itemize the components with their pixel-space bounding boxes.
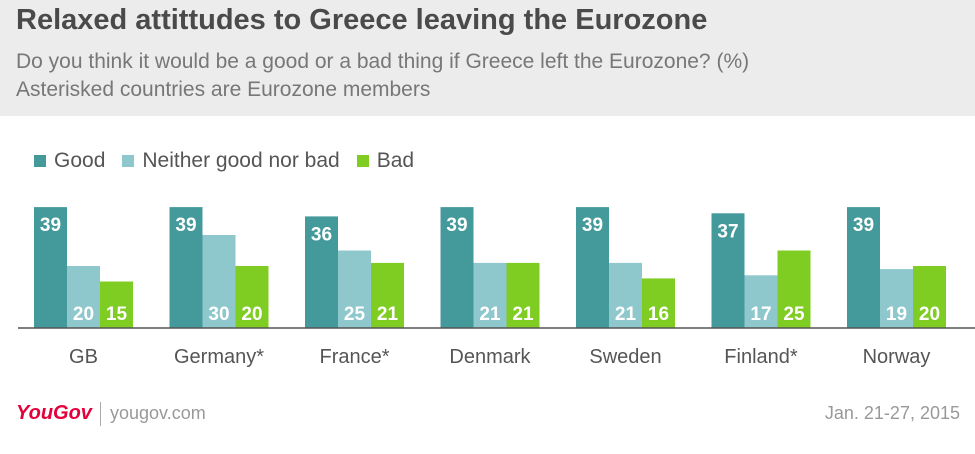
footer-divider [100, 402, 101, 426]
bar-germany-neither-good-nor-bad [202, 235, 236, 328]
bar-gb-neither-good-nor-bad [67, 266, 100, 328]
data-label-gb-bad: 15 [106, 304, 128, 325]
chart-subtitle: Do you think it would be a good or a bad… [16, 48, 749, 104]
legend-item-good: Good [34, 149, 105, 173]
data-label-denmark-bad: 21 [512, 304, 534, 325]
bar-sweden-bad [642, 278, 675, 328]
category-label-france: France* [319, 346, 389, 368]
data-label-germany-bad: 20 [241, 304, 262, 325]
header: Relaxed attittudes to Greece leaving the… [0, 0, 975, 116]
legend-swatch-good [34, 155, 46, 167]
data-label-germany-neither-good-nor-bad: 30 [208, 304, 229, 325]
data-label-france-good: 36 [311, 224, 332, 245]
category-label-norway: Norway [863, 346, 931, 368]
bar-gb-good [34, 207, 67, 328]
bar-france-bad [371, 262, 404, 328]
category-label-finland: Finland* [724, 346, 798, 368]
data-label-norway-good: 39 [853, 215, 874, 236]
bar-norway-good [847, 207, 880, 328]
data-label-sweden-good: 39 [582, 215, 603, 236]
bar-denmark-bad [506, 262, 540, 328]
data-label-gb-neither-good-nor-bad: 20 [73, 304, 94, 325]
data-label-finland-good: 37 [717, 221, 738, 242]
bar-france-neither-good-nor-bad [338, 250, 371, 328]
legend-swatch-neither [122, 155, 135, 167]
data-label-france-neither-good-nor-bad: 25 [344, 304, 366, 325]
category-label-sweden: Sweden [589, 346, 661, 368]
bar-denmark-neither-good-nor-bad [473, 262, 507, 328]
bar-finland-neither-good-nor-bad [744, 275, 778, 328]
footer-site: yougov.com [110, 403, 206, 423]
data-label-norway-neither-good-nor-bad: 19 [886, 304, 907, 325]
category-label-gb: GB [69, 346, 98, 368]
footer-date: Jan. 21-27, 2015 [824, 403, 960, 423]
bar-finland-good [711, 213, 745, 328]
bar-chart: 39 20 15 GB 39 30 20 Germany* 36 25 21 France* 39 21 2… [18, 207, 975, 368]
bar-germany-bad [235, 266, 269, 328]
data-label-denmark-good: 39 [446, 215, 467, 236]
category-label-denmark: Denmark [449, 346, 531, 368]
legend: Good Neither good nor bad Bad [34, 148, 431, 174]
data-label-denmark-neither-good-nor-bad: 21 [479, 304, 501, 325]
data-label-finland-neither-good-nor-bad: 17 [750, 304, 771, 325]
legend-label-bad: Bad [376, 149, 415, 172]
legend-item-neither: Neither good nor bad [122, 149, 340, 173]
legend-label-good: Good [54, 149, 106, 172]
bar-sweden-good [576, 207, 609, 328]
data-label-finland-bad: 25 [783, 304, 805, 325]
legend-label-neither: Neither good nor bad [142, 149, 340, 172]
data-label-sweden-bad: 16 [648, 304, 669, 325]
data-label-gb-good: 39 [40, 215, 61, 236]
category-label-germany: Germany* [174, 346, 264, 368]
data-label-norway-bad: 20 [919, 304, 940, 325]
subtitle-line-2: Asterisked countries are Eurozone member… [16, 78, 431, 101]
data-label-france-bad: 21 [377, 304, 399, 325]
data-label-sweden-neither-good-nor-bad: 21 [615, 304, 637, 325]
bar-norway-neither-good-nor-bad [880, 269, 913, 328]
bar-norway-bad [913, 266, 946, 328]
bar-denmark-good [440, 207, 474, 328]
subtitle-line-1: Do you think it would be a good or a bad… [16, 50, 750, 73]
bar-france-good [305, 216, 338, 328]
bar-sweden-neither-good-nor-bad [609, 262, 642, 328]
data-label-germany-good: 39 [175, 215, 196, 236]
chart-title: Relaxed attittudes to Greece leaving the… [16, 4, 708, 36]
bar-finland-bad [777, 250, 811, 328]
legend-swatch-bad [356, 155, 369, 167]
bar-gb-bad [100, 281, 133, 328]
yougov-logo: YouGov [16, 402, 92, 424]
bar-germany-good [169, 207, 203, 328]
legend-item-bad: Bad [356, 149, 415, 173]
